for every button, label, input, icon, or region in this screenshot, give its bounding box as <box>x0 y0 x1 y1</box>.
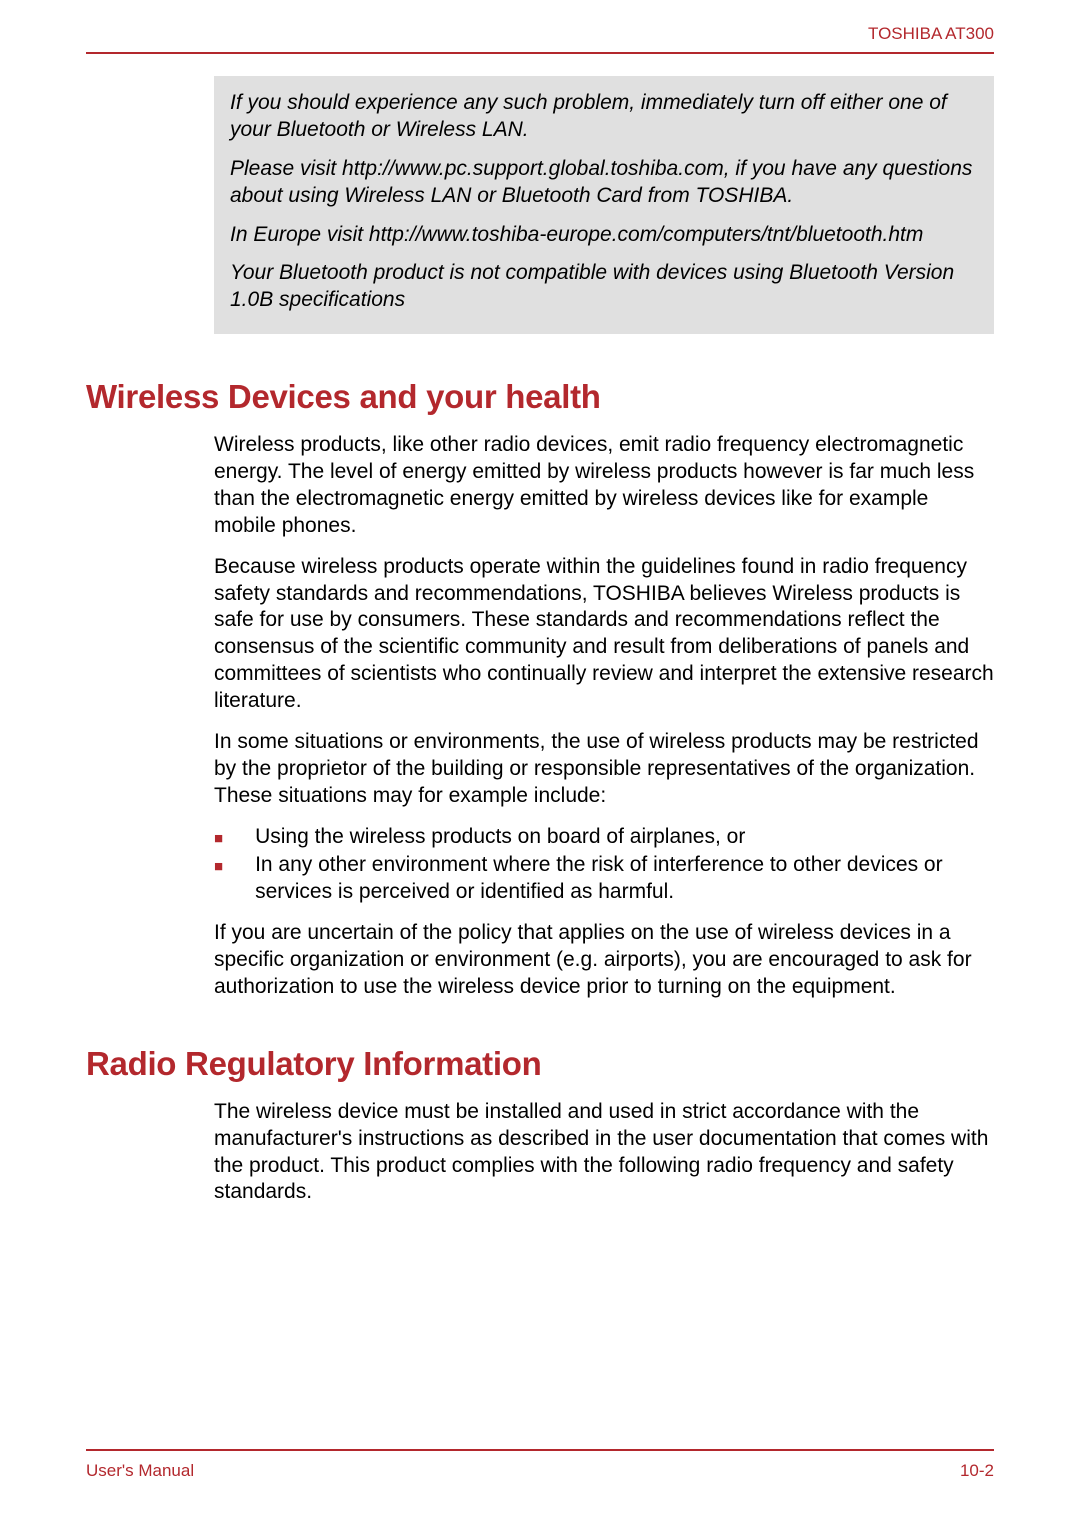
bullet-text: Using the wireless products on board of … <box>255 824 745 851</box>
heading-radio-regulatory: Radio Regulatory Information <box>86 1045 994 1083</box>
footer-page-number: 10-2 <box>960 1461 994 1481</box>
note-para: Your Bluetooth product is not compatible… <box>230 260 978 314</box>
bullet-item: ■ In any other environment where the ris… <box>214 852 994 906</box>
body-para: The wireless device must be installed an… <box>214 1099 994 1207</box>
footer-row: User's Manual 10-2 <box>86 1461 994 1481</box>
bullet-text: In any other environment where the risk … <box>255 852 994 906</box>
body-para: Because wireless products operate within… <box>214 554 994 715</box>
bullet-item: ■ Using the wireless products on board o… <box>214 824 994 851</box>
header-rule <box>86 52 994 54</box>
body-para: Wireless products, like other radio devi… <box>214 432 994 540</box>
note-para: Please visit http://www.pc.support.globa… <box>230 156 978 210</box>
page-content: TOSHIBA AT300 If you should experience a… <box>0 0 1080 1206</box>
body-para: If you are uncertain of the policy that … <box>214 920 994 1001</box>
heading-wireless-health: Wireless Devices and your health <box>86 378 994 416</box>
header-product: TOSHIBA AT300 <box>86 24 994 44</box>
footer-left: User's Manual <box>86 1461 194 1481</box>
footer-rule <box>86 1449 994 1451</box>
note-box: If you should experience any such proble… <box>214 76 994 334</box>
square-bullet-icon: ■ <box>214 829 223 848</box>
page-footer: User's Manual 10-2 <box>86 1449 994 1481</box>
bullet-list: ■ Using the wireless products on board o… <box>214 824 994 907</box>
square-bullet-icon: ■ <box>214 857 223 876</box>
body-para: In some situations or environments, the … <box>214 729 994 810</box>
note-para: If you should experience any such proble… <box>230 90 978 144</box>
note-para: In Europe visit http://www.toshiba-europ… <box>230 222 978 249</box>
